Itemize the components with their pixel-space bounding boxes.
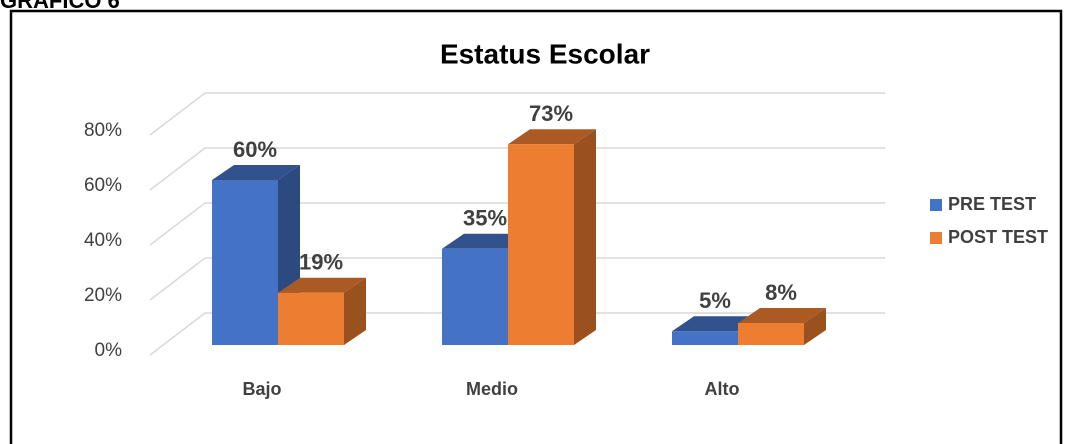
bar-side (804, 308, 826, 345)
y-tick-label: 60% (84, 175, 122, 196)
x-tick-label: Alto (705, 379, 740, 399)
bar-front (442, 248, 508, 345)
caption: GRAFICO 6 (0, 0, 120, 13)
bar (508, 129, 596, 345)
bar-front (508, 144, 574, 345)
value-label: 5% (699, 288, 731, 313)
value-label: 73% (529, 101, 573, 126)
x-tick-label: Bajo (242, 379, 281, 399)
legend-swatch (930, 232, 942, 244)
bar-top (212, 165, 300, 180)
bar-front (738, 323, 804, 345)
value-label: 60% (233, 137, 277, 162)
bar-front (212, 180, 278, 345)
value-label: 8% (765, 280, 797, 305)
bar-side (344, 277, 366, 345)
legend-swatch (930, 199, 942, 211)
bar-top (278, 277, 366, 293)
y-tick-label: 20% (84, 285, 122, 306)
legend-label: PRE TEST (948, 194, 1036, 214)
grid-line (149, 92, 885, 136)
grid-line (149, 202, 885, 246)
value-label: 35% (463, 206, 507, 231)
bar-top (738, 308, 826, 323)
bar-side (574, 129, 596, 345)
bar-front (278, 292, 344, 345)
legend-label: POST TEST (948, 227, 1048, 247)
value-label: 19% (299, 250, 343, 275)
grid-line (149, 257, 885, 301)
bar (738, 308, 826, 345)
bar (278, 277, 366, 345)
bar-top (508, 129, 596, 145)
chart-title: Estatus Escolar (440, 38, 650, 69)
y-tick-label: 0% (95, 340, 123, 361)
y-tick-label: 40% (84, 230, 122, 251)
grid-line (149, 147, 885, 191)
x-tick-label: Medio (466, 379, 518, 399)
y-tick-label: 80% (84, 120, 122, 141)
grid-line (149, 312, 885, 356)
bar-front (672, 331, 738, 345)
